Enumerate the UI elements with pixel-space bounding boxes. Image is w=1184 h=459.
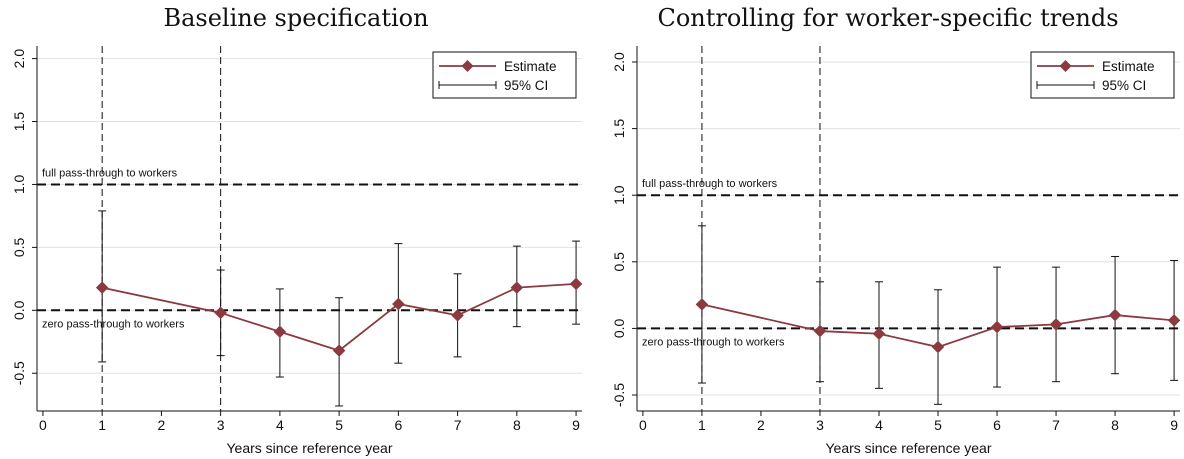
x-tick-label: 1 bbox=[98, 417, 106, 433]
y-tick-label: 1.0 bbox=[611, 185, 627, 205]
y-tick-label: 0.5 bbox=[611, 252, 627, 272]
x-axis-title: Years since reference year bbox=[825, 440, 991, 456]
estimate-marker bbox=[332, 344, 346, 357]
y-tick-label: 2.0 bbox=[11, 49, 27, 69]
x-tick-label: 4 bbox=[875, 417, 883, 433]
y-tick-label: 0.0 bbox=[11, 300, 27, 320]
legend-box bbox=[1030, 51, 1175, 99]
x-tick-label: 0 bbox=[39, 417, 47, 433]
x-tick-label: 6 bbox=[394, 417, 402, 433]
estimate-marker bbox=[931, 340, 945, 354]
chart-panel-worker-trends: Controlling for worker-specific trends -… bbox=[592, 0, 1184, 459]
x-tick-label: 5 bbox=[934, 417, 942, 433]
legend-label-ci: 95% CI bbox=[504, 78, 548, 93]
x-tick-label: 3 bbox=[217, 417, 225, 433]
x-tick-label: 6 bbox=[993, 417, 1001, 433]
estimate-marker bbox=[510, 281, 524, 295]
chart-panel-baseline: Baseline specification -0.5 0.0 0.5 1.0 1.5 2… bbox=[11, 4, 583, 456]
x-tick-label: 7 bbox=[454, 417, 462, 433]
x-tick-label: 2 bbox=[158, 417, 166, 433]
x-tick-label: 1 bbox=[698, 417, 706, 433]
estimate-marker bbox=[1049, 318, 1063, 331]
x-tick-label: 5 bbox=[335, 417, 343, 433]
y-tick-label: 1.5 bbox=[611, 119, 627, 139]
estimate-marker bbox=[695, 298, 709, 311]
estimate-marker bbox=[451, 308, 464, 322]
x-tick-label: 8 bbox=[513, 417, 521, 433]
estimate-marker bbox=[214, 306, 227, 320]
y-tick-label: -0.5 bbox=[611, 383, 627, 407]
estimate-line bbox=[101, 282, 577, 352]
legend-label-ci: 95% CI bbox=[1102, 78, 1146, 93]
reference-line-label: full pass-through to workers bbox=[42, 167, 178, 179]
estimate-marker bbox=[1108, 308, 1122, 322]
reference-line-label: zero pass-through to workers bbox=[42, 318, 185, 330]
x-tick-label: 8 bbox=[1111, 417, 1119, 433]
estimate-marker bbox=[392, 297, 405, 311]
x-tick-label: 2 bbox=[757, 417, 765, 433]
estimate-marker bbox=[273, 325, 287, 339]
reference-line-label: full pass-through to workers bbox=[642, 178, 778, 190]
estimate-marker bbox=[813, 324, 827, 338]
legend-box bbox=[432, 51, 577, 99]
chart-title: Controlling for worker-specific trends bbox=[657, 4, 1119, 32]
y-tick-label: -0.5 bbox=[11, 361, 27, 385]
estimate-marker bbox=[1167, 314, 1181, 327]
x-tick-label: 9 bbox=[1170, 417, 1178, 433]
y-tick-label: 1.5 bbox=[11, 112, 27, 132]
estimate-marker bbox=[990, 320, 1004, 334]
x-tick-label: 3 bbox=[816, 417, 824, 433]
legend-label-estimate: Estimate bbox=[1102, 59, 1155, 74]
x-tick-label: 4 bbox=[276, 417, 284, 433]
y-tick-label: 2.0 bbox=[611, 52, 627, 72]
x-tick-label: 9 bbox=[572, 417, 580, 433]
estimate-marker bbox=[95, 281, 109, 295]
estimate-marker bbox=[569, 277, 583, 291]
x-tick-label: 0 bbox=[639, 417, 647, 433]
x-axis-title: Years since reference year bbox=[226, 440, 392, 456]
chart-title: Baseline specification bbox=[163, 4, 429, 32]
estimate-marker bbox=[872, 327, 886, 341]
y-tick-label: 0.5 bbox=[11, 237, 27, 257]
reference-line-label: zero pass-through to workers bbox=[642, 336, 785, 348]
legend-estimate-marker bbox=[1059, 60, 1072, 72]
chart-plot: -0.5 0.0 0.5 1.0 1.5 2.0 0 1 2 3 4 5 6 7 8 9 Years since… bbox=[611, 46, 1181, 456]
chart-plot: -0.5 0.0 0.5 1.0 1.5 2.0 0 1 2 3 4 5 6 7 8 9 Years since… bbox=[11, 46, 583, 456]
legend-label-estimate: Estimate bbox=[504, 59, 557, 74]
y-tick-label: 0.0 bbox=[611, 318, 627, 338]
estimate-line bbox=[701, 303, 1175, 348]
x-tick-label: 7 bbox=[1052, 417, 1060, 433]
legend-estimate-marker bbox=[461, 60, 474, 72]
y-tick-label: 1.0 bbox=[11, 175, 27, 195]
